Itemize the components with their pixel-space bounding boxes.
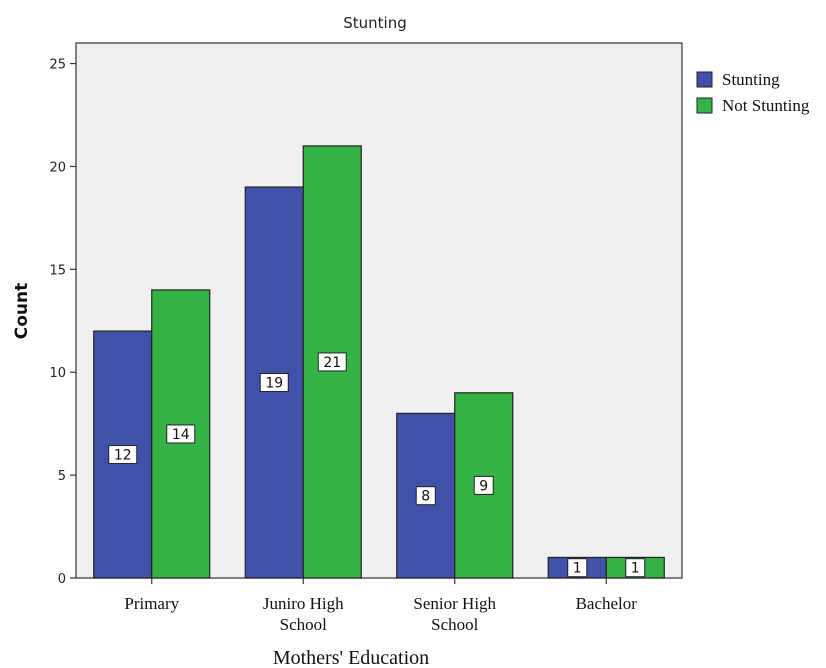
- chart-title: Stunting: [343, 14, 407, 32]
- y-axis: 0 5 10 15 20 25: [49, 58, 76, 587]
- y-axis-label: Count: [12, 283, 32, 340]
- legend-label: Not Stunting: [722, 96, 810, 115]
- y-tick-label: 20: [49, 160, 66, 175]
- legend: Stunting Not Stunting: [696, 70, 810, 115]
- data-label-box: [259, 373, 289, 393]
- x-axis: Primary Juniro High School Senior High Schoo…: [124, 578, 637, 634]
- legend-label: Stunting: [722, 70, 780, 89]
- data-label-box: [567, 558, 588, 578]
- legend-swatch: [696, 71, 713, 88]
- y-tick-label: 15: [49, 263, 66, 278]
- data-label: 9: [479, 478, 488, 494]
- data-label-box: [317, 352, 347, 372]
- data-labels-group: 12 14 19 21 8 9 1 1: [108, 352, 646, 578]
- x-tick-label: Primary: [124, 594, 179, 613]
- data-label: 14: [172, 427, 190, 443]
- data-label-box: [415, 486, 436, 506]
- y-tick-label: 25: [49, 58, 66, 73]
- data-label-box: [166, 424, 196, 444]
- x-tick-label: Juniro High School: [263, 594, 344, 634]
- data-label-box: [473, 475, 494, 495]
- data-label: 19: [265, 376, 283, 392]
- data-label: 21: [323, 355, 341, 371]
- bars-group: [93, 145, 665, 579]
- y-tick-label: 5: [58, 469, 66, 484]
- data-label-box: [108, 445, 138, 465]
- y-tick-label: 0: [58, 572, 66, 587]
- legend-swatch: [696, 97, 713, 114]
- x-tick-label: Bachelor: [576, 594, 638, 613]
- data-label: 1: [573, 561, 582, 577]
- x-axis-label: Mothers' Education: [273, 647, 429, 668]
- data-label: 12: [114, 448, 132, 464]
- x-tick-label: Senior High School: [413, 594, 496, 634]
- y-tick-label: 10: [49, 366, 66, 381]
- data-label: 1: [631, 561, 640, 577]
- data-label-box: [625, 558, 646, 578]
- data-label: 8: [421, 489, 430, 505]
